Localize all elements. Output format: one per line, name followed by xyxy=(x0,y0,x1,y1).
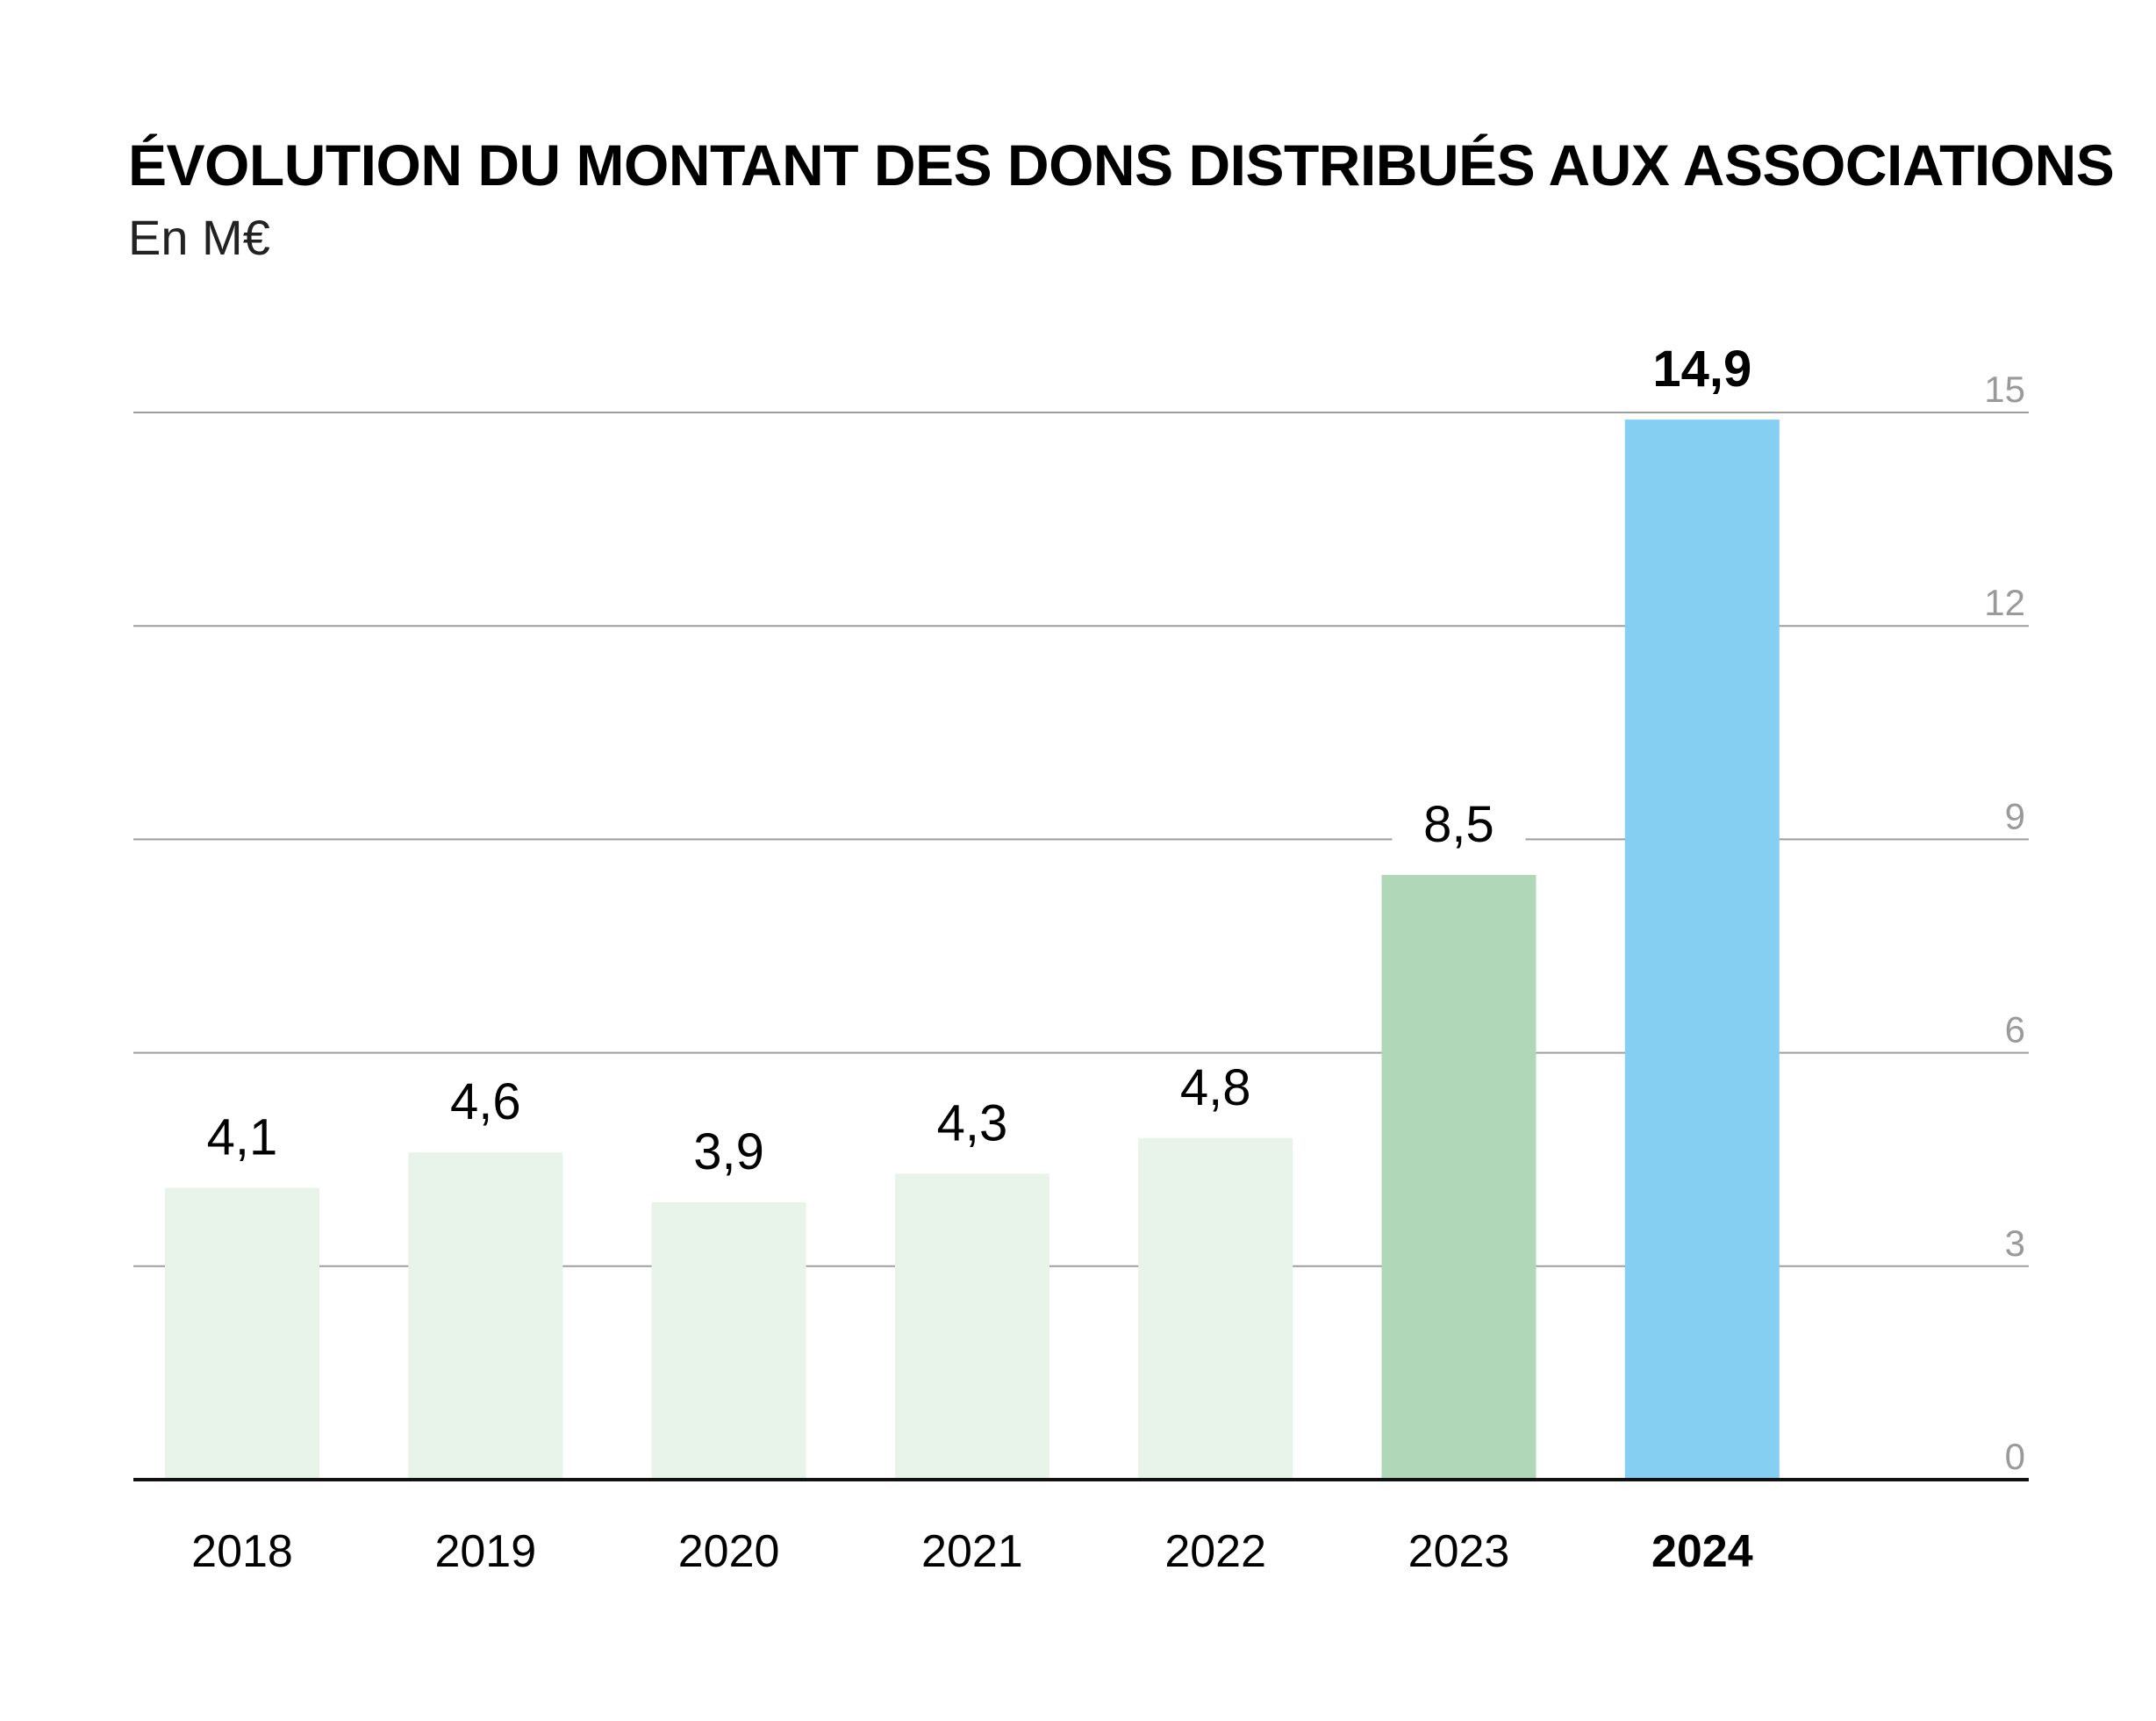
y-tick-label: 12 xyxy=(1984,582,2025,623)
x-tick-labels: 2018 2019 2020 2021 2022 2023 2024 xyxy=(191,1526,1753,1577)
x-tick-label: 2022 xyxy=(1164,1526,1266,1577)
value-label: 3,9 xyxy=(693,1123,764,1180)
value-label-background xyxy=(905,1094,1039,1160)
y-tick-labels: 0 3 6 9 12 15 xyxy=(1984,369,2025,1477)
value-label: 4,3 xyxy=(937,1094,1008,1151)
bar-2020 xyxy=(651,1201,806,1480)
value-label-background xyxy=(419,1073,553,1139)
y-tick-label: 3 xyxy=(2005,1223,2025,1264)
bar-2018 xyxy=(165,1187,319,1480)
value-label-background xyxy=(1149,1058,1283,1124)
value-label: 4,6 xyxy=(450,1073,521,1130)
bars xyxy=(165,419,1780,1480)
bar-2022 xyxy=(1138,1137,1293,1480)
value-label: 8,5 xyxy=(1423,796,1494,853)
x-tick-label: 2021 xyxy=(921,1526,1023,1577)
value-label: 4,1 xyxy=(207,1109,278,1166)
value-label: 14,9 xyxy=(1652,341,1751,398)
y-tick-label: 15 xyxy=(1984,369,2025,410)
y-tick-label: 6 xyxy=(2005,1009,2025,1051)
value-label-background xyxy=(662,1122,796,1188)
y-tick-label: 9 xyxy=(2005,795,2025,836)
x-tick-label: 2023 xyxy=(1408,1526,1510,1577)
x-tick-label: 2020 xyxy=(678,1526,780,1577)
value-label-background xyxy=(175,1108,309,1174)
value-label-background xyxy=(1392,795,1526,861)
bar-2021 xyxy=(894,1173,1049,1480)
chart-title: ÉVOLUTION DU MONTANT DES DONS DISTRIBUÉS… xyxy=(128,133,2115,197)
y-tick-label: 0 xyxy=(2005,1436,2025,1477)
bar-2019 xyxy=(408,1152,563,1480)
bar-2024 xyxy=(1624,419,1780,1480)
x-tick-label: 2024 xyxy=(1651,1526,1753,1577)
value-label: 4,8 xyxy=(1180,1059,1251,1116)
x-tick-label: 2019 xyxy=(434,1526,536,1577)
bar-2023 xyxy=(1381,874,1536,1480)
value-labels: 4,1 4,6 3,9 4,3 4,8 8,5 14,9 xyxy=(175,341,1784,1188)
chart-subtitle: En M€ xyxy=(128,210,270,265)
x-tick-label: 2018 xyxy=(191,1526,293,1577)
value-label-background xyxy=(1620,341,1784,406)
